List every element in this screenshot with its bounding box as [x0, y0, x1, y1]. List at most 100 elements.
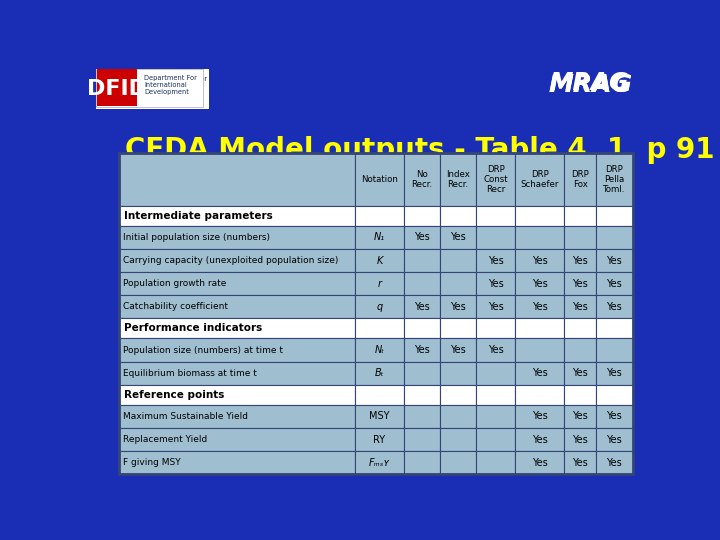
Bar — [120, 226, 355, 249]
Text: RY: RY — [374, 435, 385, 444]
Bar — [564, 405, 596, 428]
Bar — [439, 153, 476, 206]
Bar — [439, 206, 476, 226]
Text: DRP
Const
Recr: DRP Const Recr — [483, 165, 508, 194]
Bar — [516, 206, 564, 226]
Bar — [516, 153, 564, 206]
Bar — [404, 249, 439, 272]
Bar — [120, 385, 355, 405]
Bar — [516, 249, 564, 272]
Bar — [439, 451, 476, 475]
Text: Replacement Yield: Replacement Yield — [123, 435, 207, 444]
Text: Index
Recr.: Index Recr. — [446, 170, 469, 189]
Bar — [120, 272, 355, 295]
Text: Yes: Yes — [414, 345, 430, 355]
Text: No
Recr.: No Recr. — [411, 170, 432, 189]
Bar — [120, 428, 355, 451]
Text: Carrying capacity (unexploited population size): Carrying capacity (unexploited populatio… — [123, 256, 338, 265]
Bar — [120, 295, 355, 319]
Bar — [439, 385, 476, 405]
Text: Yes: Yes — [532, 302, 548, 312]
Bar — [516, 319, 564, 339]
Bar — [404, 206, 439, 226]
Text: Department For
International
Development: Department For International Development — [144, 75, 197, 95]
Bar — [404, 405, 439, 428]
Text: CEDA Model outputs - Table 4. 1, p 91: CEDA Model outputs - Table 4. 1, p 91 — [125, 136, 714, 164]
Text: Yes: Yes — [532, 458, 548, 468]
Text: Notation: Notation — [361, 175, 398, 184]
Bar — [516, 385, 564, 405]
Bar — [404, 451, 439, 475]
Bar — [120, 362, 355, 385]
Text: Equilibrium biomass at time t: Equilibrium biomass at time t — [123, 369, 257, 378]
Bar — [564, 272, 596, 295]
Text: Fₘₛʏ: Fₘₛʏ — [369, 458, 390, 468]
Bar — [439, 428, 476, 451]
Bar — [564, 428, 596, 451]
Bar — [404, 226, 439, 249]
Text: DRP
Fox: DRP Fox — [571, 170, 589, 189]
Text: Yes: Yes — [606, 435, 622, 444]
Bar — [404, 272, 439, 295]
Text: Yes: Yes — [572, 411, 588, 422]
Text: DRP
Schaefer: DRP Schaefer — [521, 170, 559, 189]
Text: Yes: Yes — [488, 302, 503, 312]
Bar — [476, 226, 516, 249]
Bar — [596, 451, 632, 475]
Bar — [120, 153, 632, 475]
Bar — [120, 451, 355, 475]
Bar — [120, 339, 355, 362]
Text: Yes: Yes — [606, 255, 622, 266]
Bar — [476, 153, 516, 206]
Bar — [120, 206, 355, 226]
Bar — [564, 451, 596, 475]
Text: Population growth rate: Population growth rate — [123, 279, 227, 288]
Bar — [404, 295, 439, 319]
Bar — [439, 272, 476, 295]
Text: Yes: Yes — [532, 279, 548, 289]
Bar — [476, 272, 516, 295]
Text: q: q — [377, 302, 382, 312]
Text: Yes: Yes — [572, 255, 588, 266]
Text: Yes: Yes — [488, 345, 503, 355]
Text: Yes: Yes — [606, 458, 622, 468]
Text: Yes: Yes — [606, 411, 622, 422]
Bar — [564, 362, 596, 385]
Bar — [355, 226, 404, 249]
Bar — [596, 272, 632, 295]
Text: Yes: Yes — [606, 302, 622, 312]
Bar — [120, 153, 355, 206]
Bar — [404, 385, 439, 405]
Bar — [404, 362, 439, 385]
Bar — [596, 362, 632, 385]
Bar — [404, 339, 439, 362]
Text: Yes: Yes — [532, 435, 548, 444]
Text: DFID: DFID — [101, 75, 176, 103]
Bar — [476, 339, 516, 362]
Bar — [596, 319, 632, 339]
Bar — [596, 295, 632, 319]
Text: r: r — [377, 279, 382, 289]
Bar — [516, 295, 564, 319]
Text: N₁: N₁ — [374, 232, 385, 242]
Text: K: K — [377, 255, 382, 266]
Bar — [120, 249, 355, 272]
Bar — [596, 249, 632, 272]
Bar — [476, 249, 516, 272]
Bar — [476, 451, 516, 475]
Bar — [355, 272, 404, 295]
Text: MRAG: MRAG — [549, 71, 629, 95]
Text: Yes: Yes — [572, 302, 588, 312]
Bar — [439, 249, 476, 272]
Bar — [596, 339, 632, 362]
Text: Catchability coefficient: Catchability coefficient — [123, 302, 228, 312]
Bar — [97, 70, 138, 106]
Bar — [355, 339, 404, 362]
Bar — [355, 385, 404, 405]
Bar — [476, 428, 516, 451]
Text: Yes: Yes — [450, 302, 466, 312]
Bar — [596, 385, 632, 405]
Bar — [564, 319, 596, 339]
Bar — [120, 319, 355, 339]
Bar — [476, 405, 516, 428]
